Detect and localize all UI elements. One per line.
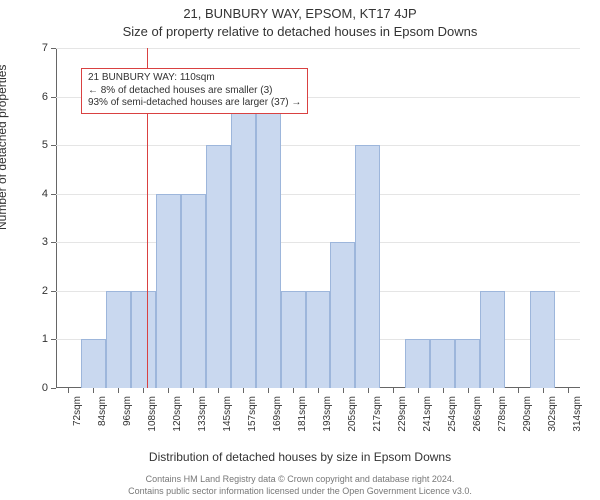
x-tick-label: 181sqm: [297, 396, 308, 432]
x-tick-label: 278sqm: [497, 396, 508, 432]
y-tick-mark: [51, 97, 56, 98]
y-tick-label: 3: [42, 236, 48, 248]
y-tick-mark: [51, 194, 56, 195]
y-axis-line: [56, 48, 57, 388]
histogram-bar: [455, 339, 480, 388]
histogram-bar: [480, 291, 505, 388]
histogram-bar: [81, 339, 106, 388]
x-tick-mark: [343, 388, 344, 393]
y-tick-mark: [51, 242, 56, 243]
x-tick-mark: [543, 388, 544, 393]
y-tick-label: 5: [42, 139, 48, 151]
y-tick-label: 4: [42, 188, 48, 200]
annotation-line: ← 8% of detached houses are smaller (3): [88, 85, 301, 98]
histogram-bar: [330, 242, 355, 388]
gridline: [56, 194, 580, 195]
histogram-bar: [131, 291, 156, 388]
x-tick-label: 241sqm: [422, 396, 433, 432]
histogram-bar: [405, 339, 430, 388]
histogram-bar: [306, 291, 331, 388]
y-axis-label: Number of detached properties: [0, 65, 9, 230]
footer-copyright: Contains HM Land Registry data © Crown c…: [0, 474, 600, 484]
histogram-bar: [156, 194, 181, 388]
x-tick-label: 217sqm: [372, 396, 383, 432]
y-tick-label: 2: [42, 285, 48, 297]
x-tick-label: 290sqm: [522, 396, 533, 432]
footer-licence: Contains public sector information licen…: [0, 486, 600, 496]
histogram-bar: [355, 145, 380, 388]
y-tick-mark: [51, 339, 56, 340]
x-tick-label: 157sqm: [247, 396, 258, 432]
x-tick-mark: [268, 388, 269, 393]
property-size-chart: 21, BUNBURY WAY, EPSOM, KT17 4JP Size of…: [0, 0, 600, 500]
x-tick-mark: [518, 388, 519, 393]
x-tick-mark: [568, 388, 569, 393]
x-tick-mark: [393, 388, 394, 393]
y-tick-label: 6: [42, 91, 48, 103]
x-tick-mark: [493, 388, 494, 393]
x-tick-mark: [368, 388, 369, 393]
histogram-bar: [231, 97, 256, 388]
histogram-bar: [281, 291, 306, 388]
chart-title: Size of property relative to detached ho…: [0, 24, 600, 39]
chart-super-title: 21, BUNBURY WAY, EPSOM, KT17 4JP: [0, 6, 600, 21]
x-tick-label: 193sqm: [322, 396, 333, 432]
x-tick-mark: [118, 388, 119, 393]
histogram-bar: [106, 291, 131, 388]
x-tick-mark: [318, 388, 319, 393]
histogram-bar: [430, 339, 455, 388]
histogram-bar: [206, 145, 231, 388]
y-tick-label: 0: [42, 382, 48, 394]
y-tick-label: 1: [42, 333, 48, 345]
x-tick-label: 145sqm: [222, 396, 233, 432]
y-tick-mark: [51, 291, 56, 292]
annotation-line: 93% of semi-detached houses are larger (…: [88, 97, 301, 110]
x-tick-label: 72sqm: [72, 396, 83, 426]
gridline: [56, 145, 580, 146]
x-tick-label: 254sqm: [447, 396, 458, 432]
x-tick-label: 314sqm: [572, 396, 583, 432]
x-tick-mark: [143, 388, 144, 393]
x-tick-label: 169sqm: [272, 396, 283, 432]
x-tick-mark: [243, 388, 244, 393]
x-tick-mark: [93, 388, 94, 393]
x-tick-label: 302sqm: [547, 396, 558, 432]
gridline: [56, 48, 580, 49]
x-tick-mark: [68, 388, 69, 393]
annotation-line: 21 BUNBURY WAY: 110sqm: [88, 72, 301, 85]
y-tick-mark: [51, 388, 56, 389]
x-tick-mark: [468, 388, 469, 393]
x-axis-label: Distribution of detached houses by size …: [0, 450, 600, 464]
x-tick-mark: [443, 388, 444, 393]
histogram-bar: [530, 291, 555, 388]
x-tick-mark: [418, 388, 419, 393]
x-tick-mark: [218, 388, 219, 393]
x-tick-label: 120sqm: [172, 396, 183, 432]
x-tick-label: 229sqm: [397, 396, 408, 432]
x-tick-label: 133sqm: [197, 396, 208, 432]
x-tick-label: 96sqm: [122, 396, 133, 426]
x-tick-label: 108sqm: [147, 396, 158, 432]
gridline: [56, 242, 580, 243]
histogram-bar: [256, 97, 281, 388]
y-tick-label: 7: [42, 42, 48, 54]
y-tick-mark: [51, 48, 56, 49]
annotation-box: 21 BUNBURY WAY: 110sqm← 8% of detached h…: [81, 68, 308, 114]
x-tick-label: 84sqm: [97, 396, 108, 426]
x-tick-label: 266sqm: [472, 396, 483, 432]
y-tick-mark: [51, 145, 56, 146]
plot-area: 0123456772sqm84sqm96sqm108sqm120sqm133sq…: [56, 48, 580, 388]
x-tick-mark: [168, 388, 169, 393]
x-tick-label: 205sqm: [347, 396, 358, 432]
x-tick-mark: [193, 388, 194, 393]
histogram-bar: [181, 194, 206, 388]
x-tick-mark: [293, 388, 294, 393]
